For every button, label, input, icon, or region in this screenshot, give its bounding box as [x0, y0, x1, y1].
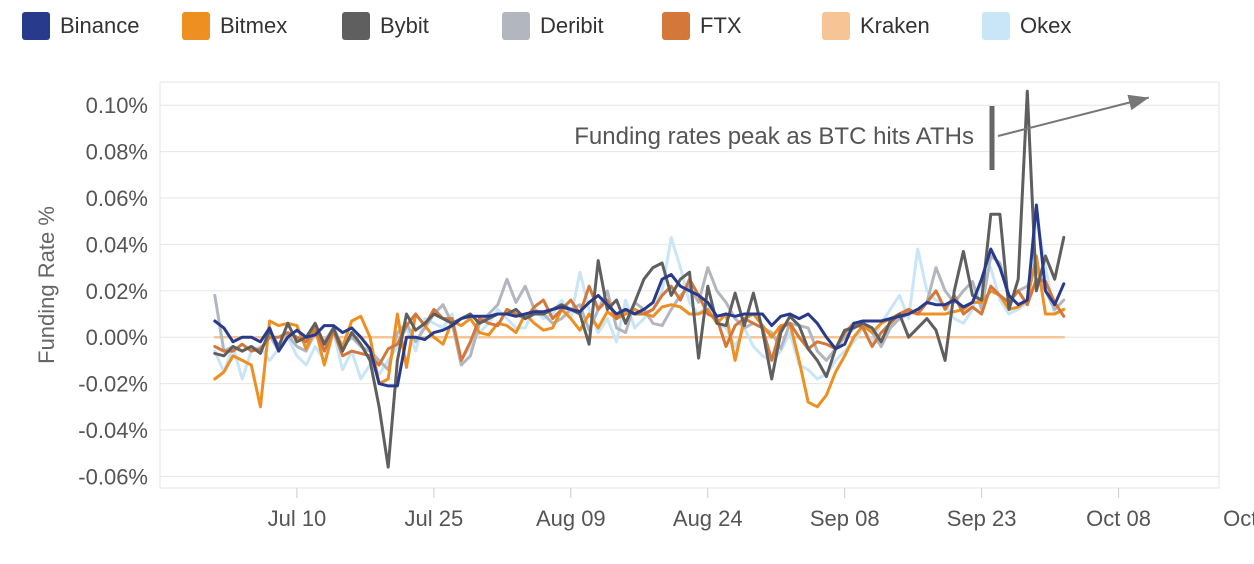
legend-swatch	[502, 12, 530, 40]
legend-label: Deribit	[540, 13, 604, 38]
y-tick-label: 0.08%	[86, 140, 148, 165]
legend-item-bitmex[interactable]: Bitmex	[182, 10, 287, 42]
x-tick-label: Oct 08	[1086, 506, 1151, 531]
x-tick-label: Oct 23	[1223, 506, 1254, 531]
y-tick-label: -0.02%	[78, 372, 148, 397]
series-line-binance	[213, 203, 1066, 388]
legend-swatch	[822, 12, 850, 40]
y-tick-label: -0.04%	[78, 418, 148, 443]
y-tick-label: 0.04%	[86, 232, 148, 257]
x-tick-label: Jul 10	[268, 506, 327, 531]
y-tick-label: 0.02%	[86, 279, 148, 304]
y-tick-label: -0.06%	[78, 464, 148, 489]
legend-item-ftx[interactable]: FTX	[662, 10, 742, 42]
legend-swatch	[22, 12, 50, 40]
y-tick-label: 0.10%	[86, 93, 148, 118]
legend-item-kraken[interactable]: Kraken	[822, 10, 930, 42]
plot-frame	[159, 81, 1220, 489]
legend-item-binance[interactable]: Binance	[22, 10, 140, 42]
legend-label: Bybit	[380, 13, 429, 38]
legend-swatch	[182, 12, 210, 40]
legend-label: Okex	[1020, 13, 1072, 38]
legend-swatch	[982, 12, 1010, 40]
series-line-ftx	[213, 277, 1066, 367]
annotation-arrowhead	[1127, 94, 1149, 111]
legend-swatch	[342, 12, 370, 40]
x-tick-label: Sep 08	[810, 506, 880, 531]
y-axis-title: Funding Rate %	[34, 206, 59, 364]
x-tick-label: Sep 23	[947, 506, 1017, 531]
legend-item-okex[interactable]: Okex	[982, 10, 1071, 42]
legend-swatch	[662, 12, 690, 40]
legend-item-deribit[interactable]: Deribit	[502, 10, 604, 42]
x-tick-label: Jul 25	[405, 506, 464, 531]
series-line-okex	[213, 215, 1066, 381]
legend-label: FTX	[700, 13, 742, 38]
x-tick-label: Aug 24	[673, 506, 743, 531]
legend-label: Bitmex	[220, 13, 288, 38]
legend-item-bybit[interactable]: Bybit	[342, 10, 429, 42]
legend-label: Binance	[60, 13, 140, 38]
legend-label: Kraken	[860, 13, 930, 38]
y-tick-label: 0.06%	[86, 186, 148, 211]
annotation-text: Funding rates peak as BTC hits ATHs	[574, 123, 974, 150]
annotation-arrow-line	[997, 96, 1150, 137]
y-tick-label: 0.00%	[86, 325, 148, 350]
legend: Binance Bitmex Bybit Deribit FTX Kraken Okex	[0, 10, 1254, 46]
x-tick-label: Aug 09	[536, 506, 606, 531]
series-line-bybit	[213, 89, 1066, 469]
